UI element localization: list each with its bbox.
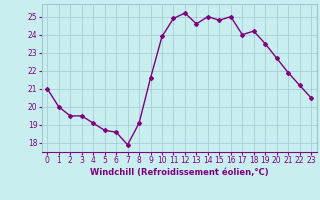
X-axis label: Windchill (Refroidissement éolien,°C): Windchill (Refroidissement éolien,°C) — [90, 168, 268, 177]
